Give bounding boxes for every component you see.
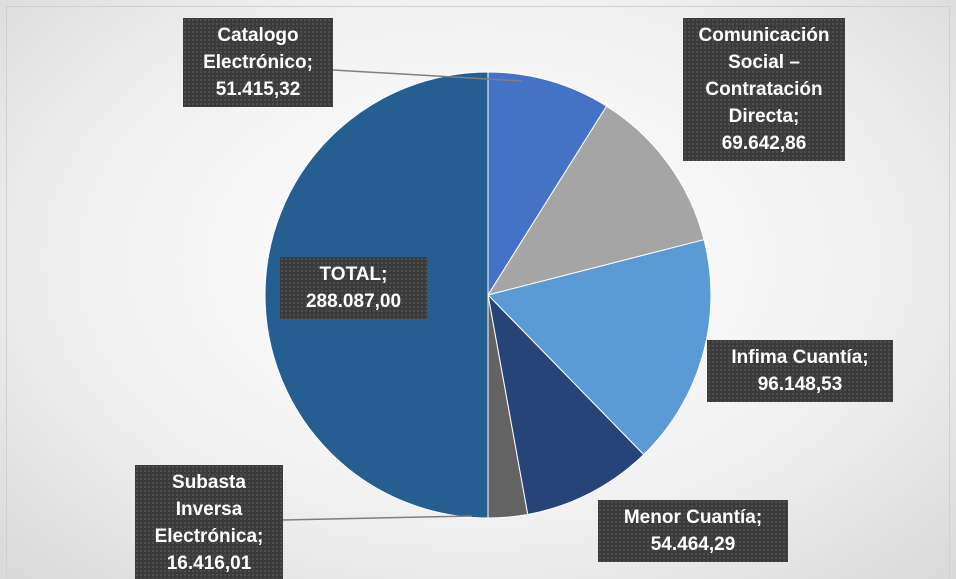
data-label: Comunicación Social – Contratación Direc… (683, 18, 845, 161)
data-label: Subasta Inversa Electrónica; 16.416,01 (135, 465, 283, 579)
leader-line (282, 515, 473, 521)
pie-slice (486, 105, 705, 296)
category-name: Menor Cuantía (623, 507, 756, 528)
data-label: Menor Cuantía; 54.464,29 (598, 500, 788, 562)
label-separator: ; (862, 347, 869, 368)
label-separator: ; (257, 526, 264, 547)
value-label: 69.642,86 (721, 133, 807, 154)
leader-line (332, 69, 523, 82)
category-name: TOTAL (319, 264, 382, 285)
label-separator: ; (381, 264, 388, 285)
value-label: 16.416,01 (166, 553, 252, 574)
value-label: 288.087,00 (305, 291, 402, 312)
value-label: 54.464,29 (650, 534, 736, 555)
category-name: Catalogo Electrónico (203, 25, 307, 73)
category-name: Infima Cuantía (731, 347, 863, 368)
data-label: Infima Cuantía; 96.148,53 (707, 340, 893, 402)
pie-slice (487, 239, 712, 456)
label-separator: ; (755, 507, 763, 528)
pie-slice (487, 293, 645, 516)
value-label: 96.148,53 (757, 374, 843, 395)
category-name: Subasta Inversa Electrónica (154, 472, 258, 547)
data-label: TOTAL; 288.087,00 (280, 257, 427, 319)
pie-slice (487, 71, 608, 297)
label-separator: ; (306, 52, 313, 73)
label-separator: ; (793, 106, 800, 127)
category-name: Comunicación Social – Contratación Direc… (698, 25, 830, 127)
value-label: 51.415,32 (215, 79, 301, 100)
plot-frame (6, 6, 950, 579)
data-label: Catalogo Electrónico; 51.415,32 (183, 18, 333, 107)
